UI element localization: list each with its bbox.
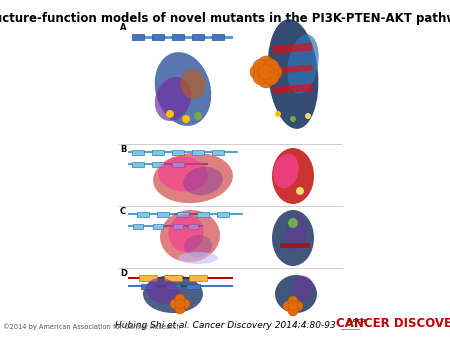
Circle shape — [288, 296, 298, 306]
Circle shape — [266, 64, 282, 80]
Text: ━━━━━━━: ━━━━━━━ — [340, 326, 360, 331]
Ellipse shape — [272, 210, 314, 266]
Text: C: C — [120, 207, 126, 216]
Bar — [141, 284, 155, 289]
Bar — [186, 284, 200, 289]
Ellipse shape — [273, 154, 299, 188]
Bar — [152, 34, 164, 40]
Ellipse shape — [158, 156, 208, 192]
Circle shape — [170, 299, 180, 309]
Ellipse shape — [155, 77, 191, 121]
Circle shape — [258, 72, 274, 88]
Circle shape — [175, 299, 185, 309]
Bar — [152, 149, 164, 154]
Text: CANCER DISCOVERY: CANCER DISCOVERY — [336, 317, 450, 330]
Ellipse shape — [153, 153, 233, 203]
Bar — [192, 149, 204, 154]
Bar — [132, 162, 144, 167]
Bar — [166, 284, 180, 289]
Bar — [273, 65, 313, 74]
Bar — [152, 162, 164, 167]
Bar — [172, 149, 184, 154]
Bar — [128, 225, 203, 227]
Circle shape — [290, 116, 296, 122]
Bar — [173, 223, 183, 228]
Circle shape — [250, 64, 266, 80]
Bar — [172, 162, 184, 167]
Ellipse shape — [275, 275, 317, 313]
Bar — [212, 149, 224, 154]
Ellipse shape — [178, 252, 218, 264]
Ellipse shape — [146, 278, 180, 304]
Circle shape — [293, 301, 303, 311]
Bar — [128, 213, 243, 215]
Circle shape — [258, 64, 274, 80]
Circle shape — [288, 301, 298, 311]
Circle shape — [275, 111, 281, 117]
Ellipse shape — [292, 275, 314, 300]
Bar — [157, 212, 169, 217]
Ellipse shape — [155, 52, 212, 126]
Circle shape — [194, 112, 202, 120]
Text: AACR: AACR — [348, 319, 367, 324]
Circle shape — [253, 59, 269, 75]
Ellipse shape — [160, 210, 220, 262]
Circle shape — [166, 110, 174, 118]
Circle shape — [263, 59, 279, 75]
Ellipse shape — [268, 19, 318, 129]
Bar — [133, 223, 143, 228]
Text: ©2014 by American Association for Cancer Research: ©2014 by American Association for Cancer… — [3, 323, 181, 330]
Bar — [164, 275, 182, 281]
Bar — [118, 22, 342, 278]
Bar — [128, 285, 233, 287]
Ellipse shape — [168, 214, 203, 252]
Circle shape — [305, 113, 311, 119]
Bar — [280, 243, 310, 248]
Bar — [197, 212, 209, 217]
Bar — [132, 34, 144, 40]
Ellipse shape — [288, 34, 319, 94]
Bar — [188, 223, 198, 228]
Circle shape — [296, 187, 304, 195]
Text: A: A — [120, 23, 126, 32]
Bar — [212, 34, 224, 40]
Circle shape — [175, 304, 185, 314]
Circle shape — [258, 56, 274, 72]
Circle shape — [253, 69, 269, 85]
Ellipse shape — [272, 148, 314, 204]
Ellipse shape — [143, 275, 203, 313]
Bar — [128, 163, 208, 165]
Ellipse shape — [183, 167, 223, 195]
Ellipse shape — [285, 216, 307, 250]
Circle shape — [283, 301, 293, 311]
Circle shape — [288, 306, 298, 316]
Bar — [133, 35, 233, 39]
Text: D: D — [120, 269, 127, 278]
Bar — [153, 223, 163, 228]
Bar — [132, 149, 144, 154]
Bar — [172, 34, 184, 40]
Bar — [177, 212, 189, 217]
Bar — [272, 83, 313, 94]
Bar — [128, 277, 233, 279]
Circle shape — [180, 299, 190, 309]
Bar — [189, 275, 207, 281]
Bar — [128, 151, 238, 153]
Circle shape — [182, 115, 190, 123]
Bar — [137, 212, 149, 217]
Bar — [272, 43, 313, 54]
Bar — [217, 212, 229, 217]
Ellipse shape — [184, 235, 212, 257]
Circle shape — [288, 218, 298, 228]
Ellipse shape — [180, 69, 206, 99]
Circle shape — [175, 294, 185, 304]
Bar — [139, 275, 157, 281]
Bar — [192, 34, 204, 40]
Text: Hubing Shi et al. Cancer Discovery 2014;4:80-93: Hubing Shi et al. Cancer Discovery 2014;… — [115, 321, 335, 330]
Text: B: B — [120, 145, 126, 154]
Circle shape — [263, 69, 279, 85]
Text: Structure-function models of novel mutants in the PI3K-PTEN-AKT pathway.: Structure-function models of novel mutan… — [0, 12, 450, 25]
